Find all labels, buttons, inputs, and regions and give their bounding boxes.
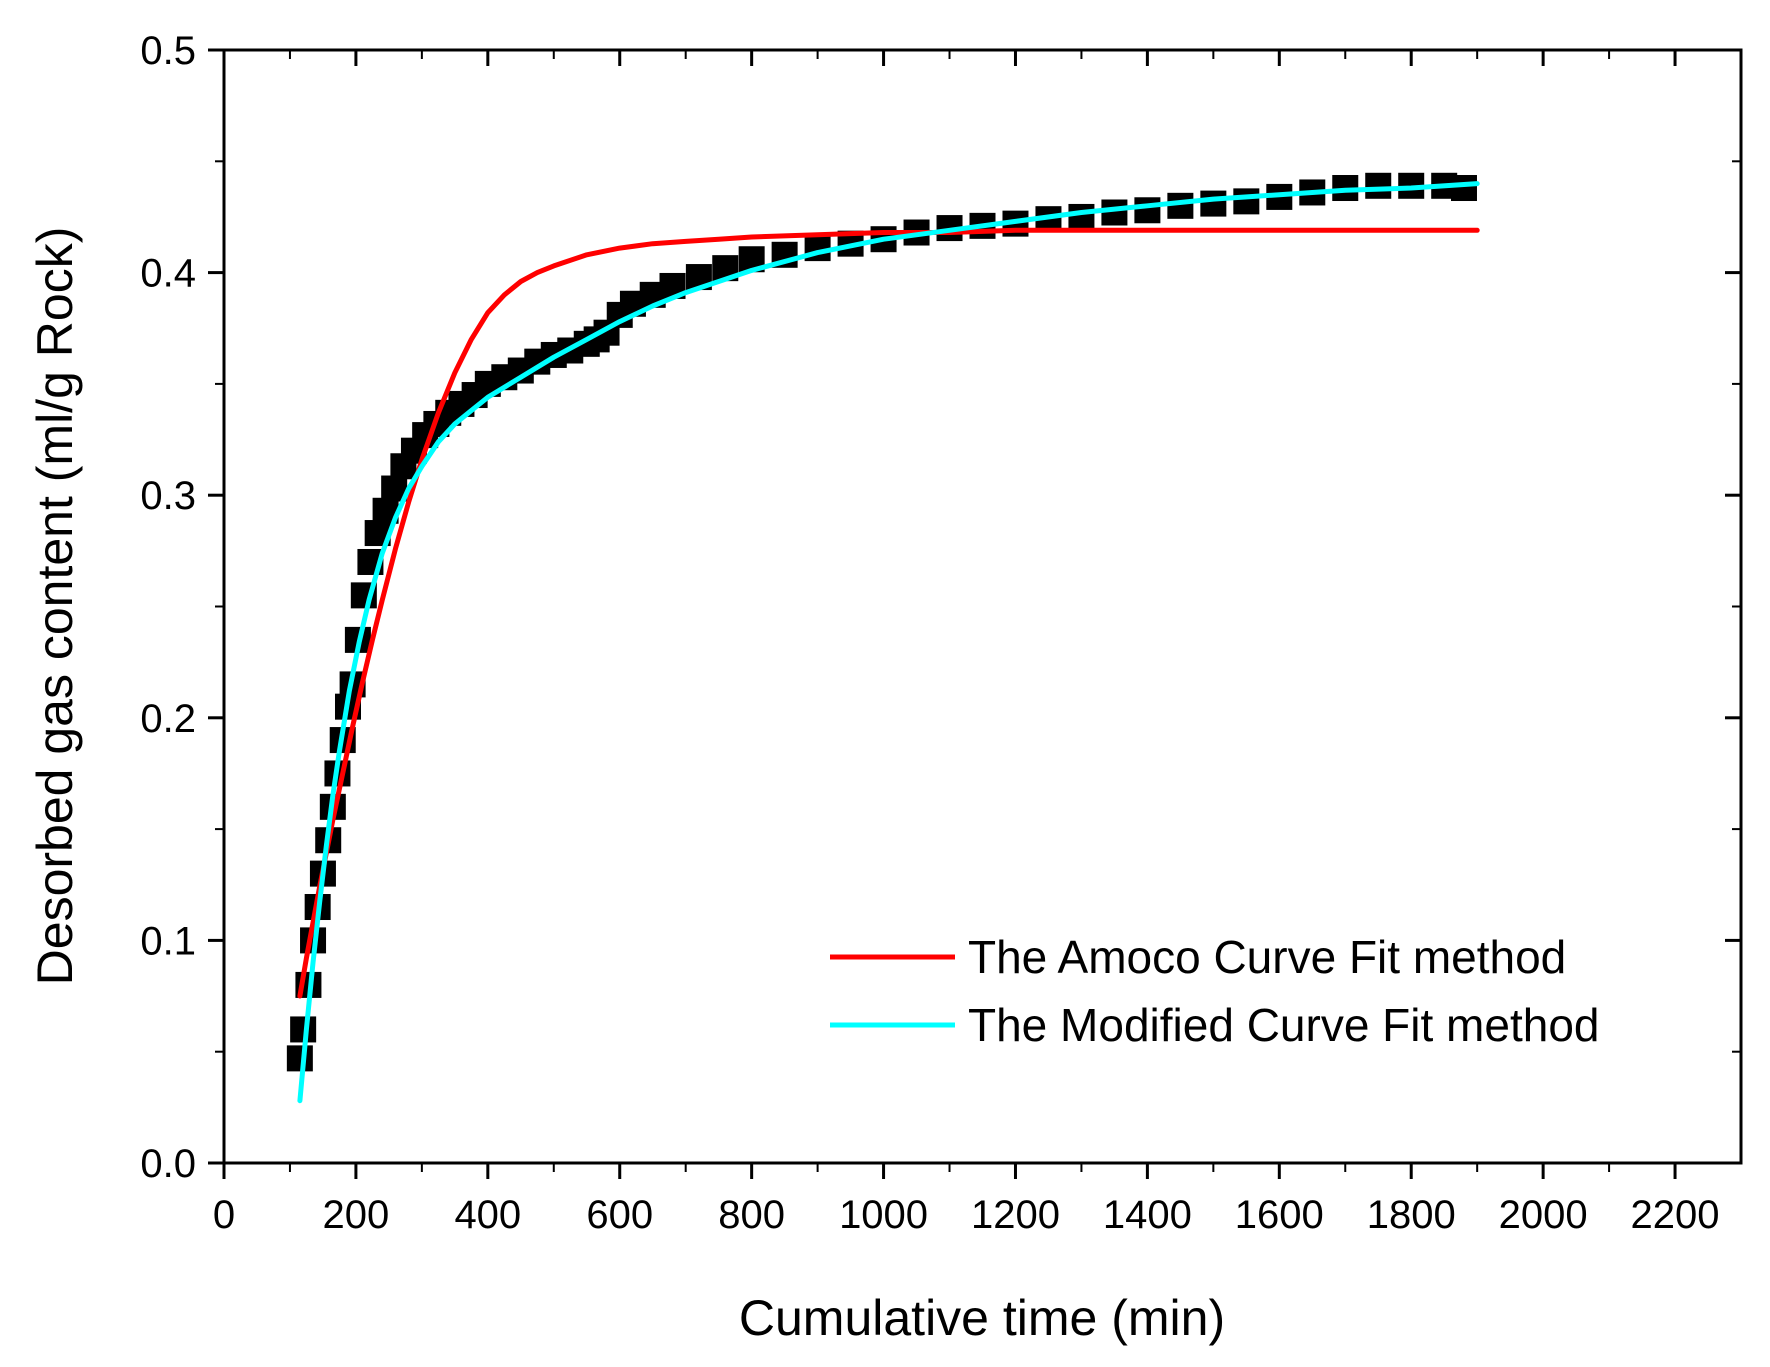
x-tick-label: 1600 [1235, 1193, 1324, 1237]
legend: The Amoco Curve Fit method The Modified … [830, 931, 1600, 1051]
ticks-layer [208, 48, 1741, 1179]
x-tick-label: 400 [454, 1193, 521, 1237]
legend-label-modified: The Modified Curve Fit method [968, 999, 1600, 1051]
data-point [1068, 203, 1095, 230]
y-axis-title: Desorbed gas content (ml/g Rock) [27, 227, 83, 986]
data-point [286, 1045, 313, 1072]
y-tick-label: 0.1 [140, 919, 196, 963]
series-line-amoco [297, 227, 1480, 999]
x-axis-title: Cumulative time (min) [739, 1290, 1225, 1346]
x-tick-label: 600 [586, 1193, 653, 1237]
y-tick-label: 0.5 [140, 29, 196, 73]
x-tick-label: 1000 [839, 1193, 928, 1237]
data-point [1200, 190, 1227, 217]
legend-label-amoco: The Amoco Curve Fit method [968, 931, 1566, 983]
y-tick-label: 0.3 [140, 474, 196, 518]
x-tick-label: 1200 [971, 1193, 1060, 1237]
data-point [1450, 175, 1477, 202]
x-tick-label: 200 [323, 1193, 390, 1237]
x-tick-label: 1400 [1103, 1193, 1192, 1237]
data-layer [286, 172, 1480, 1104]
y-tick-label: 0.4 [140, 252, 196, 296]
x-tick-label: 2200 [1631, 1193, 1720, 1237]
x-tick-label: 0 [213, 1193, 235, 1237]
x-tick-label: 800 [718, 1193, 785, 1237]
data-point [1134, 197, 1161, 224]
data-point [1233, 188, 1260, 215]
labels-layer: 0 200 400 600 800 1000 1200 1400 1600 1800 2000 220… [140, 29, 1719, 1237]
y-tick-label: 0.2 [140, 697, 196, 741]
series-line-modified [297, 181, 1480, 1104]
x-tick-label: 1800 [1367, 1193, 1456, 1237]
y-tick-label: 0.0 [140, 1142, 196, 1186]
x-tick-label: 2000 [1499, 1193, 1588, 1237]
data-point [1365, 172, 1392, 199]
